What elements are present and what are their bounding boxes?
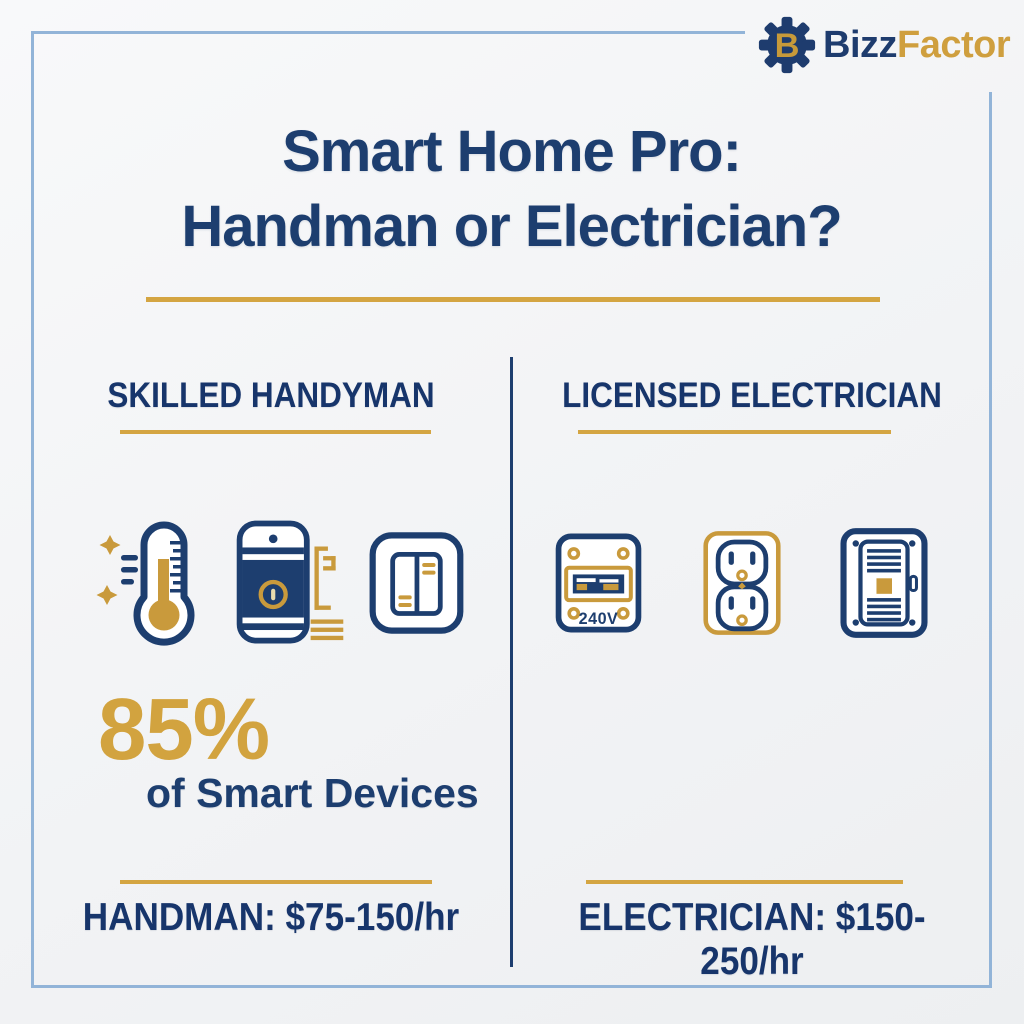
- right-price-rule: [586, 880, 903, 884]
- handyman-price: HANDMAN: $75-150/hr: [82, 896, 460, 939]
- frame-border-top: [31, 31, 745, 34]
- stat-value: 85%: [98, 681, 270, 778]
- brand-name: BizzFactor: [823, 23, 1011, 67]
- title-underline: [146, 297, 880, 302]
- gear-icon: B: [758, 16, 816, 74]
- frame-border-right: [989, 92, 992, 985]
- electrician-price: ELECTRICIAN: $150-250/hr: [578, 896, 926, 983]
- smart-doorbell-icon: [236, 520, 344, 644]
- stat-label: of Smart Devices: [146, 770, 479, 816]
- duplex-outlet-icon: [702, 530, 781, 635]
- page-title-line2: Handman or Electrician?: [181, 194, 842, 260]
- smart-thermostat-icon: [96, 521, 195, 646]
- right-column-header: LICENSED ELECTRICIAN: [562, 376, 942, 415]
- left-header-underline: [120, 430, 431, 434]
- right-header-underline: [578, 430, 891, 434]
- page-title: Smart Home Pro: Handman or Electrician?: [31, 114, 992, 265]
- column-divider: [510, 357, 513, 967]
- page-title-line1: Smart Home Pro:: [282, 119, 742, 184]
- electrician-icons-row: 240V: [550, 510, 932, 655]
- brand-name-suffix: Factor: [897, 23, 1011, 66]
- brand-logo: B BizzFactor: [758, 16, 1011, 74]
- left-column-header: SKILLED HANDYMAN: [107, 376, 435, 415]
- breaker-panel-icon: [840, 527, 928, 638]
- frame-border-left: [31, 31, 34, 988]
- brand-name-prefix: Bizz: [823, 23, 898, 66]
- brand-monogram: B: [775, 27, 800, 65]
- left-price-rule: [120, 880, 432, 884]
- frame-border-bottom: [31, 985, 992, 988]
- voltage-label: 240V: [579, 609, 619, 627]
- 240v-outlet-icon: 240V: [555, 533, 642, 632]
- smart-light-switch-icon: [369, 531, 464, 634]
- handyman-icons-row: [94, 510, 466, 655]
